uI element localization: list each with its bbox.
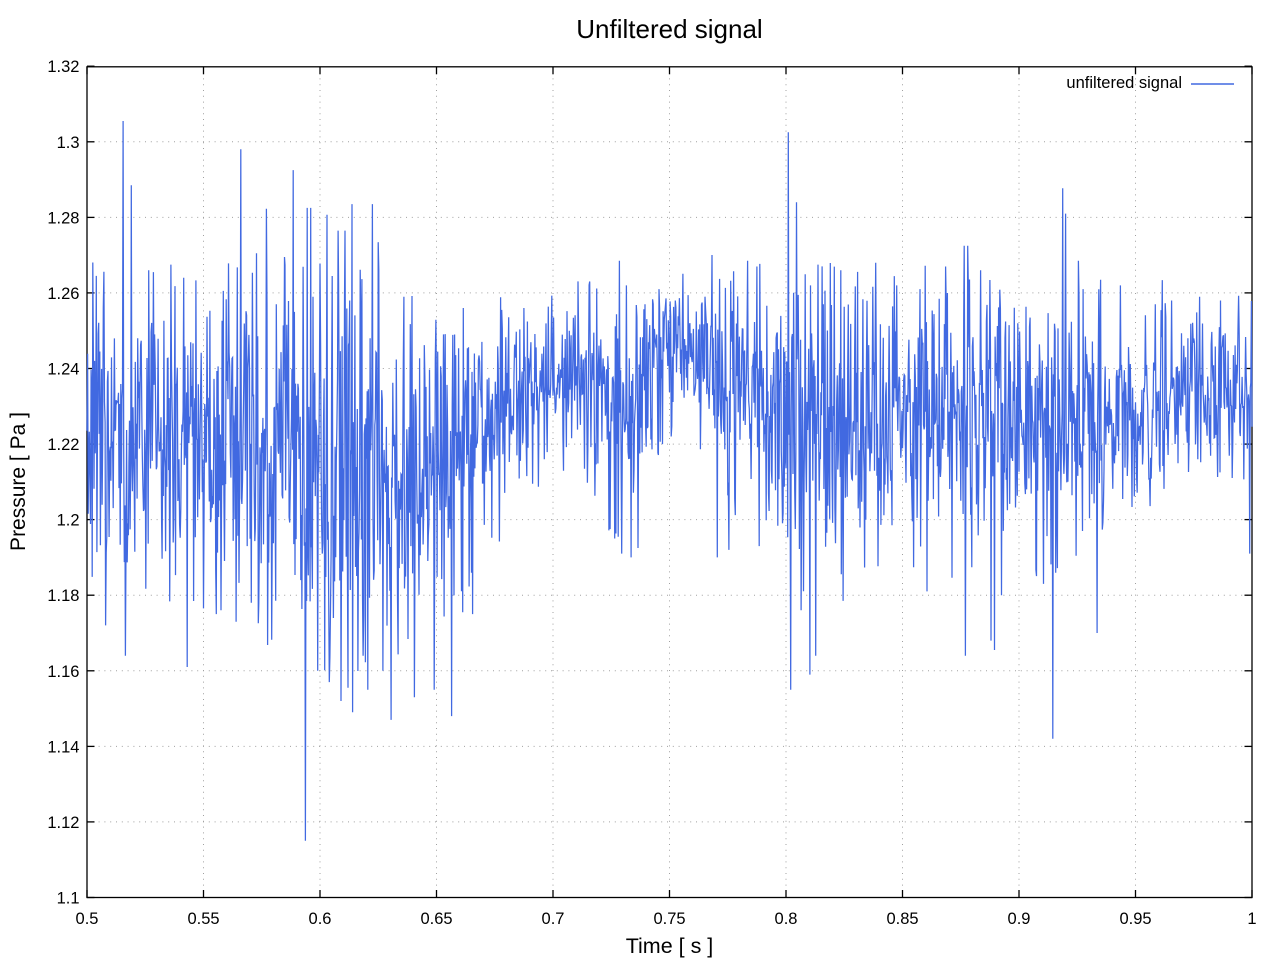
svg-text:1.14: 1.14 — [47, 738, 79, 756]
svg-text:1.22: 1.22 — [47, 436, 79, 454]
svg-text:1.32: 1.32 — [47, 58, 79, 76]
svg-text:1.2: 1.2 — [57, 512, 80, 530]
svg-text:0.85: 0.85 — [886, 910, 918, 928]
svg-text:0.65: 0.65 — [420, 910, 452, 928]
svg-text:1.16: 1.16 — [47, 663, 79, 681]
svg-text:1.26: 1.26 — [47, 285, 79, 303]
svg-text:1.24: 1.24 — [47, 361, 79, 379]
svg-text:unfiltered signal: unfiltered signal — [1066, 74, 1182, 92]
svg-text:0.75: 0.75 — [653, 910, 685, 928]
svg-text:0.6: 0.6 — [309, 910, 332, 928]
svg-text:1.12: 1.12 — [47, 814, 79, 832]
svg-text:0.7: 0.7 — [542, 910, 565, 928]
svg-text:0.8: 0.8 — [775, 910, 798, 928]
svg-text:1.3: 1.3 — [57, 134, 80, 152]
svg-text:0.5: 0.5 — [76, 910, 99, 928]
svg-text:1: 1 — [1247, 910, 1256, 928]
svg-text:0.9: 0.9 — [1008, 910, 1031, 928]
svg-text:0.55: 0.55 — [187, 910, 219, 928]
svg-text:1.18: 1.18 — [47, 587, 79, 605]
svg-text:Pressure [ Pa ]: Pressure [ Pa ] — [7, 412, 30, 551]
svg-text:1.1: 1.1 — [57, 890, 80, 908]
svg-text:Unfiltered signal: Unfiltered signal — [576, 14, 762, 44]
svg-text:0.95: 0.95 — [1119, 910, 1151, 928]
svg-text:Time [ s ]: Time [ s ] — [626, 934, 714, 958]
svg-text:1.28: 1.28 — [47, 209, 79, 227]
